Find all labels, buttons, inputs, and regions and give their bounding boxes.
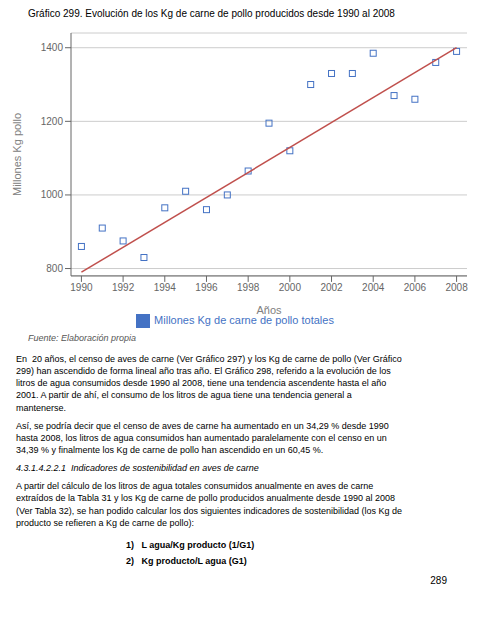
html-text:1) L agua/Kg producto (1/G1): 1) L agua/Kg producto (1/G1): [126, 539, 255, 550]
html-text:En 20 años, el censo de aves d: En 20 años, el censo de aves de carne (V…: [16, 354, 402, 413]
svg-text:1992: 1992: [112, 282, 135, 293]
svg-text:1990: 1990: [70, 282, 93, 293]
svg-text:Años: Años: [256, 304, 282, 316]
svg-text:1998: 1998: [237, 282, 260, 293]
svg-text:1996: 1996: [195, 282, 218, 293]
html-text:Fuente: Elaboración propia: Fuente: Elaboración propia: [28, 333, 137, 343]
svg-text:2006: 2006: [404, 282, 427, 293]
html-text:Millones Kg de carne de pollo: Millones Kg de carne de pollo totales: [154, 313, 334, 326]
svg-text:2004: 2004: [362, 282, 385, 293]
svg-text:1200: 1200: [41, 116, 64, 127]
html-text:Así, se podría decir que el ce: Así, se podría decir que el censo de ave…: [16, 420, 389, 455]
svg-text:1994: 1994: [154, 282, 177, 293]
svg-text:2008: 2008: [445, 282, 468, 293]
svg-text:1400: 1400: [41, 42, 64, 53]
html-text:4.3.1.4.2.2.1 Indicadores de s: 4.3.1.4.2.2.1 Indicadores de sostenibili…: [16, 463, 259, 474]
svg-text:2000: 2000: [279, 282, 302, 293]
svg-text:1000: 1000: [41, 189, 64, 200]
svg-text:Millones Kg pollo: Millones Kg pollo: [11, 113, 23, 196]
svg-text:2002: 2002: [320, 282, 343, 293]
html-text:A partir del cálculo de los li: A partir del cálculo de los litros de ag…: [16, 481, 403, 528]
html-text:289: 289: [430, 575, 447, 587]
svg-text:800: 800: [46, 263, 63, 274]
html-text:2) Kg producto/L agua (G1): 2) Kg producto/L agua (G1): [126, 556, 247, 566]
html-text:Gráfico 299. Evolución de los: Gráfico 299. Evolución de los Kg de carn…: [28, 8, 395, 19]
